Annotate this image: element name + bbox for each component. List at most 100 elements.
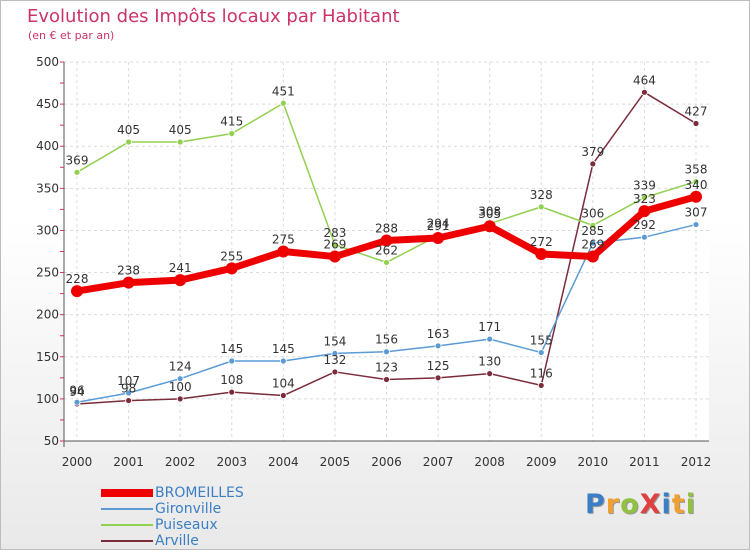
data-label-bromeilles: 228	[66, 272, 89, 286]
data-label-puiseaux: 262	[375, 243, 398, 257]
data-label-puiseaux: 451	[272, 84, 295, 98]
data-label-gironville: 154	[323, 334, 346, 348]
data-label-arville: 100	[169, 380, 192, 394]
data-point-bromeilles	[690, 190, 702, 203]
x-tick-label: 2008	[474, 455, 505, 469]
legend-item-arville: Arville	[101, 533, 244, 549]
chart-subtitle: (en € et par an)	[28, 29, 115, 42]
data-label-gironville: 307	[685, 206, 708, 220]
data-label-arville: 123	[375, 361, 398, 375]
data-label-arville: 130	[478, 355, 501, 369]
data-point-arville	[228, 388, 236, 396]
x-tick-label: 2005	[320, 455, 351, 469]
data-label-bromeilles: 305	[478, 207, 501, 221]
x-tick-label: 2007	[423, 455, 454, 469]
y-tick-label: 100	[36, 392, 59, 406]
legend-swatch	[101, 540, 153, 542]
legend-item-bromeilles: BROMEILLES	[101, 485, 244, 501]
data-point-arville	[279, 392, 287, 399]
data-label-puiseaux: 306	[581, 206, 604, 220]
data-label-arville: 108	[220, 373, 243, 387]
data-label-arville: 94	[69, 385, 84, 399]
data-label-gironville: 107	[117, 374, 140, 388]
x-tick-label: 2001	[113, 455, 144, 469]
data-label-puiseaux: 405	[169, 123, 192, 137]
logo-letter: P	[585, 489, 606, 520]
data-label-arville: 98	[121, 382, 136, 396]
legend-label: BROMEILLES	[155, 485, 244, 501]
data-point-gironville	[228, 357, 236, 365]
legend: BROMEILLES Gironville Puiseaux Arville	[101, 485, 244, 549]
legend-label: Puiseaux	[155, 517, 218, 533]
y-tick-label: 50	[44, 434, 59, 448]
data-label-puiseaux: 415	[220, 115, 243, 129]
x-tick-label: 2009	[526, 455, 557, 469]
x-tick-label: 2012	[681, 455, 712, 469]
data-label-gironville: 145	[220, 342, 243, 356]
y-tick-label: 200	[36, 308, 59, 322]
data-point-puiseaux	[73, 168, 81, 176]
data-point-gironville	[589, 239, 597, 247]
logo-letter: i	[661, 489, 672, 520]
data-label-bromeilles: 255	[220, 249, 243, 263]
y-tick-label: 400	[36, 139, 59, 153]
x-tick-label: 2002	[165, 455, 196, 469]
data-label-arville: 427	[685, 104, 708, 118]
data-label-gironville: 171	[478, 320, 501, 334]
legend-item-puiseaux: Puiseaux	[101, 517, 244, 533]
data-point-puiseaux	[589, 221, 597, 229]
data-label-arville: 132	[323, 353, 346, 367]
data-point-bromeilles	[535, 248, 548, 261]
data-label-bromeilles: 269	[323, 238, 346, 252]
logo-letter: t	[671, 489, 686, 520]
data-point-arville	[537, 382, 545, 389]
data-label-bromeilles: 288	[375, 222, 398, 236]
data-label-bromeilles: 323	[633, 192, 656, 206]
x-tick-label: 2006	[371, 455, 402, 469]
data-point-puiseaux	[641, 194, 648, 201]
data-point-gironville	[641, 233, 648, 241]
data-point-puiseaux	[537, 203, 545, 211]
legend-item-gironville: Gironville	[101, 501, 244, 517]
x-tick-label: 2010	[578, 455, 609, 469]
data-point-bromeilles	[483, 220, 496, 233]
data-point-arville	[692, 120, 700, 127]
data-label-arville: 116	[530, 366, 553, 380]
data-label-bromeilles: 241	[169, 261, 192, 275]
data-point-puiseaux	[692, 178, 700, 185]
data-label-bromeilles: 340	[685, 178, 708, 192]
legend-swatch	[101, 524, 153, 526]
x-tick-label: 2011	[629, 455, 660, 469]
data-label-bromeilles: 275	[272, 233, 295, 247]
logo-letter: r	[605, 489, 621, 520]
data-point-bromeilles	[174, 274, 187, 287]
data-label-bromeilles: 291	[427, 219, 450, 233]
data-point-bromeilles	[432, 232, 445, 245]
data-point-gironville	[73, 398, 81, 406]
data-point-gironville	[331, 350, 339, 357]
data-point-puiseaux	[383, 259, 390, 266]
y-tick-label: 300	[36, 223, 59, 237]
data-point-arville	[383, 376, 390, 383]
data-label-gironville: 156	[375, 333, 398, 347]
data-point-bromeilles	[586, 250, 599, 263]
data-point-bromeilles	[122, 276, 135, 289]
y-tick-label: 150	[36, 350, 59, 364]
legend-label: Gironville	[155, 501, 222, 517]
data-point-gironville	[486, 335, 494, 343]
logo-letter: i	[685, 489, 696, 520]
data-label-arville: 104	[272, 377, 295, 391]
logo-letter: X	[639, 489, 662, 520]
data-label-arville: 464	[633, 73, 656, 87]
data-point-gironville	[537, 349, 545, 356]
y-tick-label: 500	[36, 55, 59, 69]
y-tick-label: 450	[36, 97, 59, 111]
data-label-gironville: 124	[169, 360, 192, 374]
data-label-arville: 379	[581, 145, 604, 159]
data-point-gironville	[692, 221, 700, 228]
x-tick-label: 2004	[268, 455, 299, 469]
x-tick-label: 2000	[62, 455, 93, 469]
data-label-gironville: 145	[272, 342, 295, 356]
data-label-gironville: 285	[581, 224, 604, 238]
